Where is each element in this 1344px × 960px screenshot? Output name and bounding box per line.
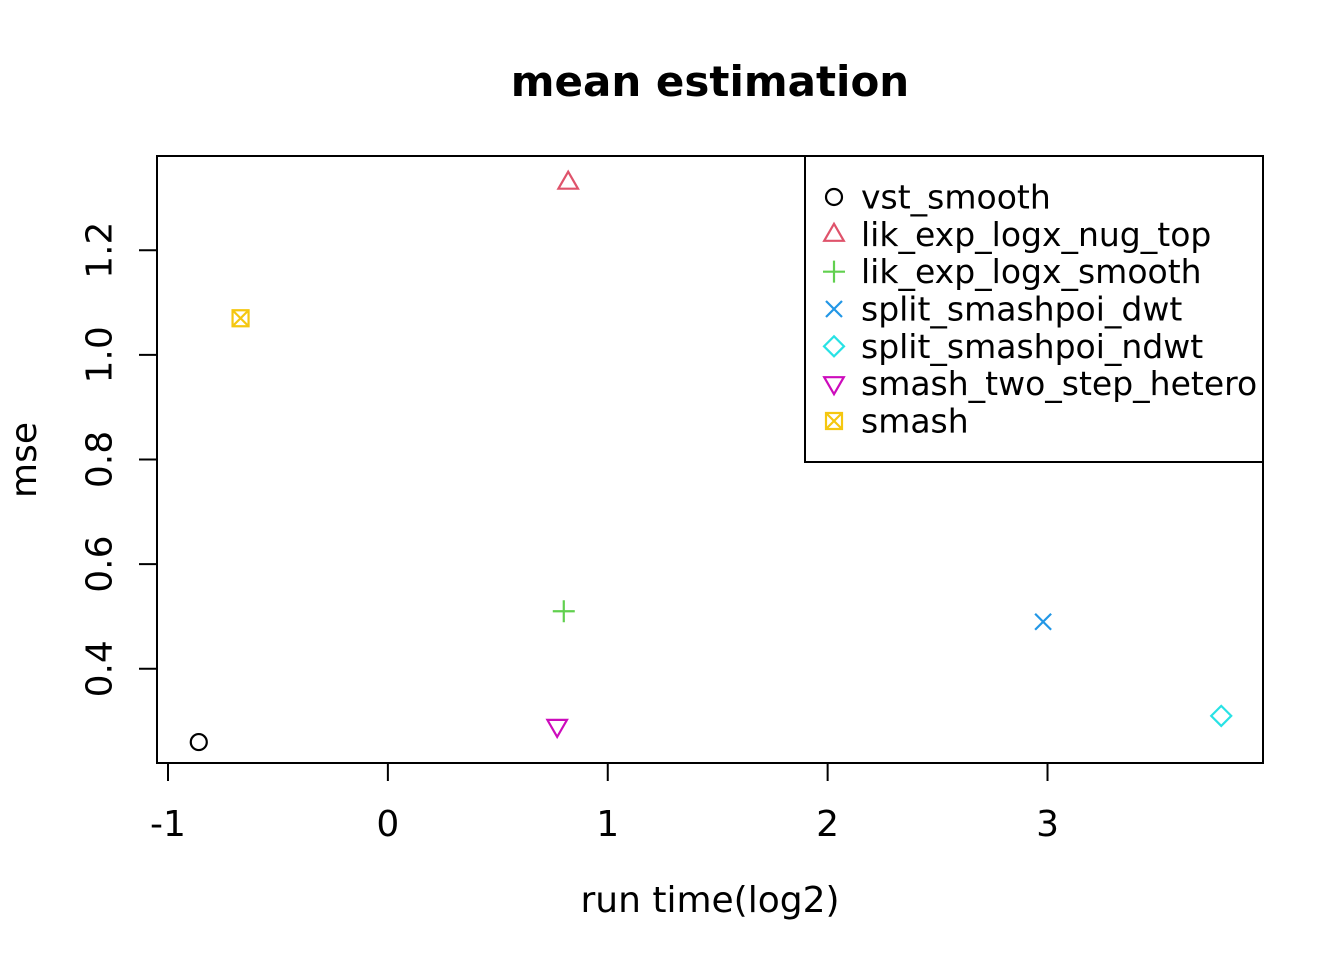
legend-item-lik_exp_logx_nug_top: lik_exp_logx_nug_top	[822, 215, 1211, 254]
marker-shape	[552, 600, 575, 623]
legend-item-split_smashpoi_dwt: split_smashpoi_dwt	[825, 290, 1182, 329]
marker-shape	[824, 411, 844, 431]
marker-shape	[189, 732, 208, 752]
marker-shape	[545, 718, 569, 740]
y-tick-label: 0.8	[80, 431, 121, 488]
legend-label: smash	[861, 402, 969, 441]
point-split_smashpoi_ndwt	[1209, 704, 1233, 728]
x-tick-label: 2	[816, 804, 839, 845]
legend-label: vst_smooth	[861, 178, 1051, 217]
data-points	[189, 169, 1233, 752]
y-tick-label: 0.6	[80, 536, 121, 593]
marker-shape	[824, 187, 844, 207]
y-tick-label: 1.2	[80, 222, 121, 279]
x-tick-label: 3	[1036, 804, 1059, 845]
marker-shape	[823, 260, 845, 283]
legend-label: split_smashpoi_ndwt	[861, 327, 1203, 366]
legend-marker-triangle-up	[822, 221, 846, 242]
x-tick-label: 1	[596, 804, 619, 845]
point-lik_exp_logx_nug_top	[556, 169, 580, 190]
marker-shape	[231, 309, 250, 328]
legend-label: split_smashpoi_dwt	[861, 290, 1182, 329]
legend-label: lik_exp_logx_nug_top	[861, 215, 1211, 254]
point-smash_two_step_hetero	[545, 718, 569, 740]
point-split_smashpoi_dwt	[1034, 612, 1052, 631]
legend-marker-triangle-down	[822, 376, 846, 397]
point-smash	[231, 309, 250, 328]
legend-item-smash_two_step_hetero: smash_two_step_hetero	[822, 364, 1257, 403]
legend-box	[804, 155, 1264, 463]
legend-marker-diamond	[822, 334, 846, 358]
legend-marker-plus	[823, 260, 845, 283]
legend-label: smash_two_step_hetero	[861, 364, 1257, 403]
legend-marker-square-x	[824, 411, 844, 431]
axes: -1 0 1 2 3 0.4 0.6 0.8 1.0 1.2	[80, 155, 1264, 845]
legend-marker-circle	[824, 187, 844, 207]
point-vst_smooth	[189, 732, 208, 752]
legend: vst_smoothlik_exp_logx_nug_toplik_exp_lo…	[804, 155, 1264, 463]
legend-label: lik_exp_logx_smooth	[861, 252, 1202, 291]
legend-item-vst_smooth: vst_smooth	[824, 178, 1051, 217]
chart-title: mean estimation	[511, 57, 909, 106]
marker-shape	[822, 334, 846, 358]
marker-shape	[1034, 612, 1052, 631]
legend-marker-x	[825, 300, 843, 318]
x-tick-label: 0	[376, 804, 399, 845]
marker-shape	[822, 221, 846, 242]
legend-item-split_smashpoi_ndwt: split_smashpoi_ndwt	[822, 327, 1203, 366]
legend-item-smash: smash	[824, 402, 969, 441]
marker-shape	[1209, 704, 1233, 728]
y-axis-label: mse	[4, 422, 45, 498]
y-tick-label: 0.4	[80, 640, 121, 697]
legend-item-lik_exp_logx_smooth: lik_exp_logx_smooth	[823, 252, 1202, 291]
point-lik_exp_logx_smooth	[552, 600, 575, 623]
marker-shape	[822, 376, 846, 397]
x-axis-label: run time(log2)	[580, 880, 839, 921]
x-tick-label: -1	[150, 804, 186, 845]
y-tick-label: 1.0	[80, 326, 121, 383]
marker-shape	[556, 169, 580, 190]
marker-shape	[825, 300, 843, 318]
